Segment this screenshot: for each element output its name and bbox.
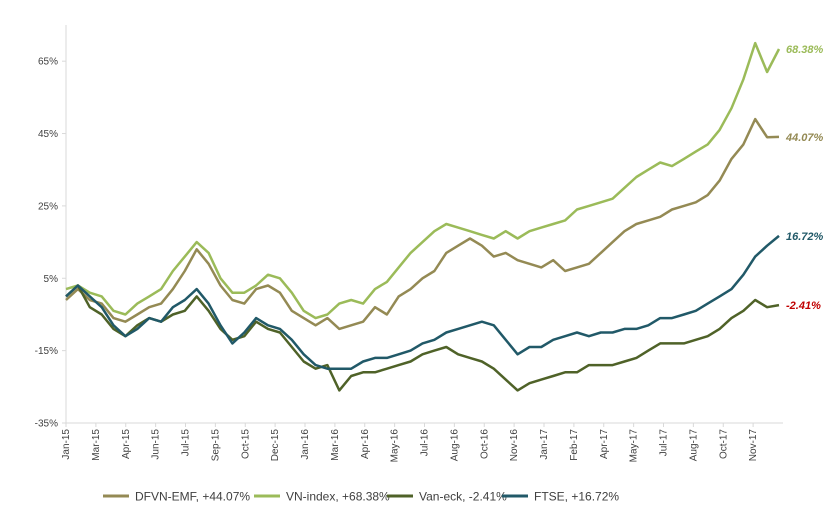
legend-label: Van-eck, -2.41% — [419, 490, 507, 504]
series-end-label: 68.38% — [786, 44, 824, 56]
x-tick-label: Oct-16 — [479, 429, 490, 459]
series-end-label: 44.07% — [785, 132, 824, 144]
series-line — [65, 41, 781, 320]
x-tick-label: Jul-16 — [420, 429, 431, 457]
y-tick-label: 65% — [38, 57, 58, 68]
x-tick-label: Sep-15 — [210, 429, 221, 462]
y-tick-label: 45% — [38, 129, 58, 140]
x-tick-label: Jun-15 — [151, 429, 162, 460]
series-end-label: 16.72% — [786, 231, 824, 243]
legend: DFVN-EMF, +44.07% VN-index, +68.38% Van-ec… — [103, 490, 619, 504]
end-labels: 44.07% 68.38% -2.41% 16.72% — [785, 44, 824, 312]
x-tick-label: Dec-15 — [270, 429, 281, 462]
x-tick-label: May-17 — [629, 429, 640, 463]
legend-label: VN-index, +68.38% — [286, 490, 390, 504]
series-line — [65, 284, 780, 392]
x-tick-label: Oct-15 — [240, 429, 251, 459]
x-tick-label: Apr-15 — [121, 429, 132, 459]
y-tick-label: -15% — [35, 346, 58, 357]
x-tick-label: Mar-16 — [330, 429, 341, 461]
y-tick-label: 25% — [38, 201, 58, 212]
legend-label: DFVN-EMF, +44.07% — [135, 490, 250, 504]
x-tick-label: Jan-15 — [61, 429, 72, 460]
x-tick-label: Jan-17 — [539, 429, 550, 460]
x-tick-label: Nov-17 — [748, 429, 759, 462]
x-tick-label: Apr-16 — [360, 429, 371, 459]
y-tick-label: -35% — [35, 419, 58, 430]
x-tick-label: Nov-16 — [509, 429, 520, 462]
series-line — [65, 234, 780, 370]
x-tick-label: Feb-17 — [569, 429, 580, 461]
x-tick-label: Mar-15 — [91, 429, 102, 461]
x-tick-label: Jan-16 — [300, 429, 311, 460]
x-tick-label: Aug-16 — [449, 429, 460, 462]
series-lines — [65, 41, 781, 392]
legend-label: FTSE, +16.72% — [534, 490, 619, 504]
x-tick-label: Aug-17 — [688, 429, 699, 462]
x-tick-label: Jul-15 — [181, 429, 192, 457]
x-tick-label: Oct-17 — [718, 429, 729, 459]
x-tick-label: Apr-17 — [599, 429, 610, 459]
series-end-label: -2.41% — [786, 300, 821, 312]
y-tick-label: 5% — [44, 274, 59, 285]
axes: -35% -15% 5% 25% 45% 65% Jan-15 Mar-15 Apr-15 Jun… — [35, 25, 783, 462]
x-tick-label: May-16 — [390, 429, 401, 463]
series-line — [65, 117, 780, 331]
x-tick-label: Jul-17 — [659, 429, 670, 457]
